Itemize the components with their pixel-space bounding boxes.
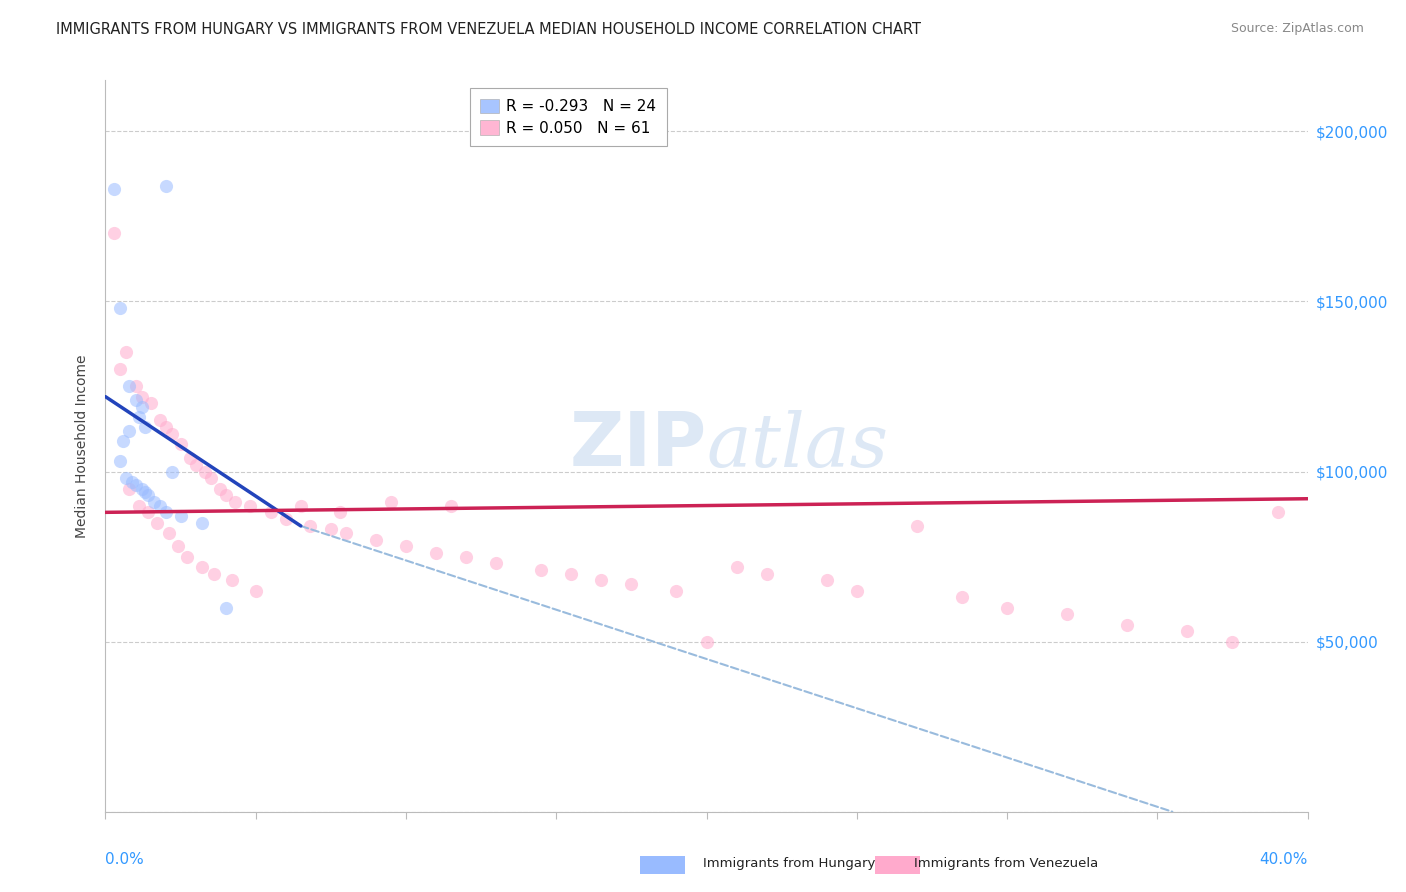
Point	[184, 458, 207, 472]
Point	[160, 427, 183, 442]
Point	[245, 583, 267, 598]
Point	[214, 600, 236, 615]
Point	[139, 396, 162, 410]
Point	[290, 499, 312, 513]
Point	[131, 390, 153, 404]
Point	[118, 379, 141, 393]
Point	[335, 525, 357, 540]
Point	[665, 583, 688, 598]
Point	[440, 499, 463, 513]
Point	[845, 583, 868, 598]
Text: Immigrants from Venezuela: Immigrants from Venezuela	[914, 857, 1098, 870]
Point	[115, 345, 138, 359]
Point	[128, 499, 150, 513]
Point	[221, 574, 243, 588]
Point	[696, 634, 718, 648]
Point	[115, 471, 138, 485]
Point	[1175, 624, 1198, 639]
Point	[134, 484, 156, 499]
Point	[155, 420, 177, 434]
Point	[148, 413, 170, 427]
Point	[425, 546, 447, 560]
Legend: R = -0.293   N = 24, R = 0.050   N = 61: R = -0.293 N = 24, R = 0.050 N = 61	[470, 88, 666, 146]
Point	[560, 566, 582, 581]
Point	[160, 465, 183, 479]
Point	[136, 505, 159, 519]
Point	[1056, 607, 1078, 622]
Point	[131, 482, 153, 496]
Point	[190, 559, 212, 574]
Text: Source: ZipAtlas.com: Source: ZipAtlas.com	[1230, 22, 1364, 36]
Point	[121, 475, 143, 489]
Point	[725, 559, 748, 574]
Point	[118, 424, 141, 438]
Point	[131, 400, 153, 414]
Point	[454, 549, 477, 564]
Point	[260, 505, 283, 519]
Y-axis label: Median Household Income: Median Household Income	[76, 354, 90, 538]
Point	[112, 434, 135, 448]
Point	[103, 182, 125, 196]
Point	[128, 410, 150, 425]
Point	[319, 522, 342, 536]
Point	[169, 437, 191, 451]
Point	[298, 519, 321, 533]
Point	[103, 227, 125, 241]
Point	[148, 499, 170, 513]
Point	[157, 525, 180, 540]
Point	[755, 566, 778, 581]
Point	[591, 574, 613, 588]
Point	[274, 512, 297, 526]
Point	[110, 454, 132, 468]
Point	[329, 505, 352, 519]
Point	[224, 495, 246, 509]
Point	[136, 488, 159, 502]
Point	[176, 549, 198, 564]
Text: 40.0%: 40.0%	[1260, 852, 1308, 867]
Point	[145, 516, 167, 530]
Point	[214, 488, 236, 502]
Point	[239, 499, 262, 513]
Text: IMMIGRANTS FROM HUNGARY VS IMMIGRANTS FROM VENEZUELA MEDIAN HOUSEHOLD INCOME COR: IMMIGRANTS FROM HUNGARY VS IMMIGRANTS FR…	[56, 22, 921, 37]
Point	[200, 471, 222, 485]
Text: ZIP: ZIP	[569, 409, 707, 483]
Point	[118, 482, 141, 496]
Point	[124, 478, 146, 492]
Point	[485, 557, 508, 571]
Point	[169, 508, 191, 523]
Point	[620, 576, 643, 591]
Point	[110, 362, 132, 376]
Point	[166, 540, 188, 554]
Point	[395, 540, 418, 554]
Point	[110, 301, 132, 316]
Point	[530, 563, 553, 577]
Point	[194, 465, 217, 479]
Point	[1116, 617, 1139, 632]
Point	[155, 178, 177, 193]
Point	[202, 566, 225, 581]
Point	[179, 450, 201, 465]
Point	[1267, 505, 1289, 519]
Point	[1222, 634, 1244, 648]
Point	[134, 420, 156, 434]
Point	[155, 505, 177, 519]
Point	[380, 495, 402, 509]
Point	[124, 379, 146, 393]
Point	[905, 519, 928, 533]
Text: atlas: atlas	[707, 409, 889, 483]
Point	[190, 516, 212, 530]
Point	[815, 574, 838, 588]
Point	[124, 393, 146, 408]
Point	[208, 482, 231, 496]
Point	[995, 600, 1018, 615]
Text: 0.0%: 0.0%	[105, 852, 145, 867]
Point	[950, 591, 973, 605]
Point	[142, 495, 165, 509]
Point	[364, 533, 387, 547]
Text: Immigrants from Hungary: Immigrants from Hungary	[703, 857, 876, 870]
